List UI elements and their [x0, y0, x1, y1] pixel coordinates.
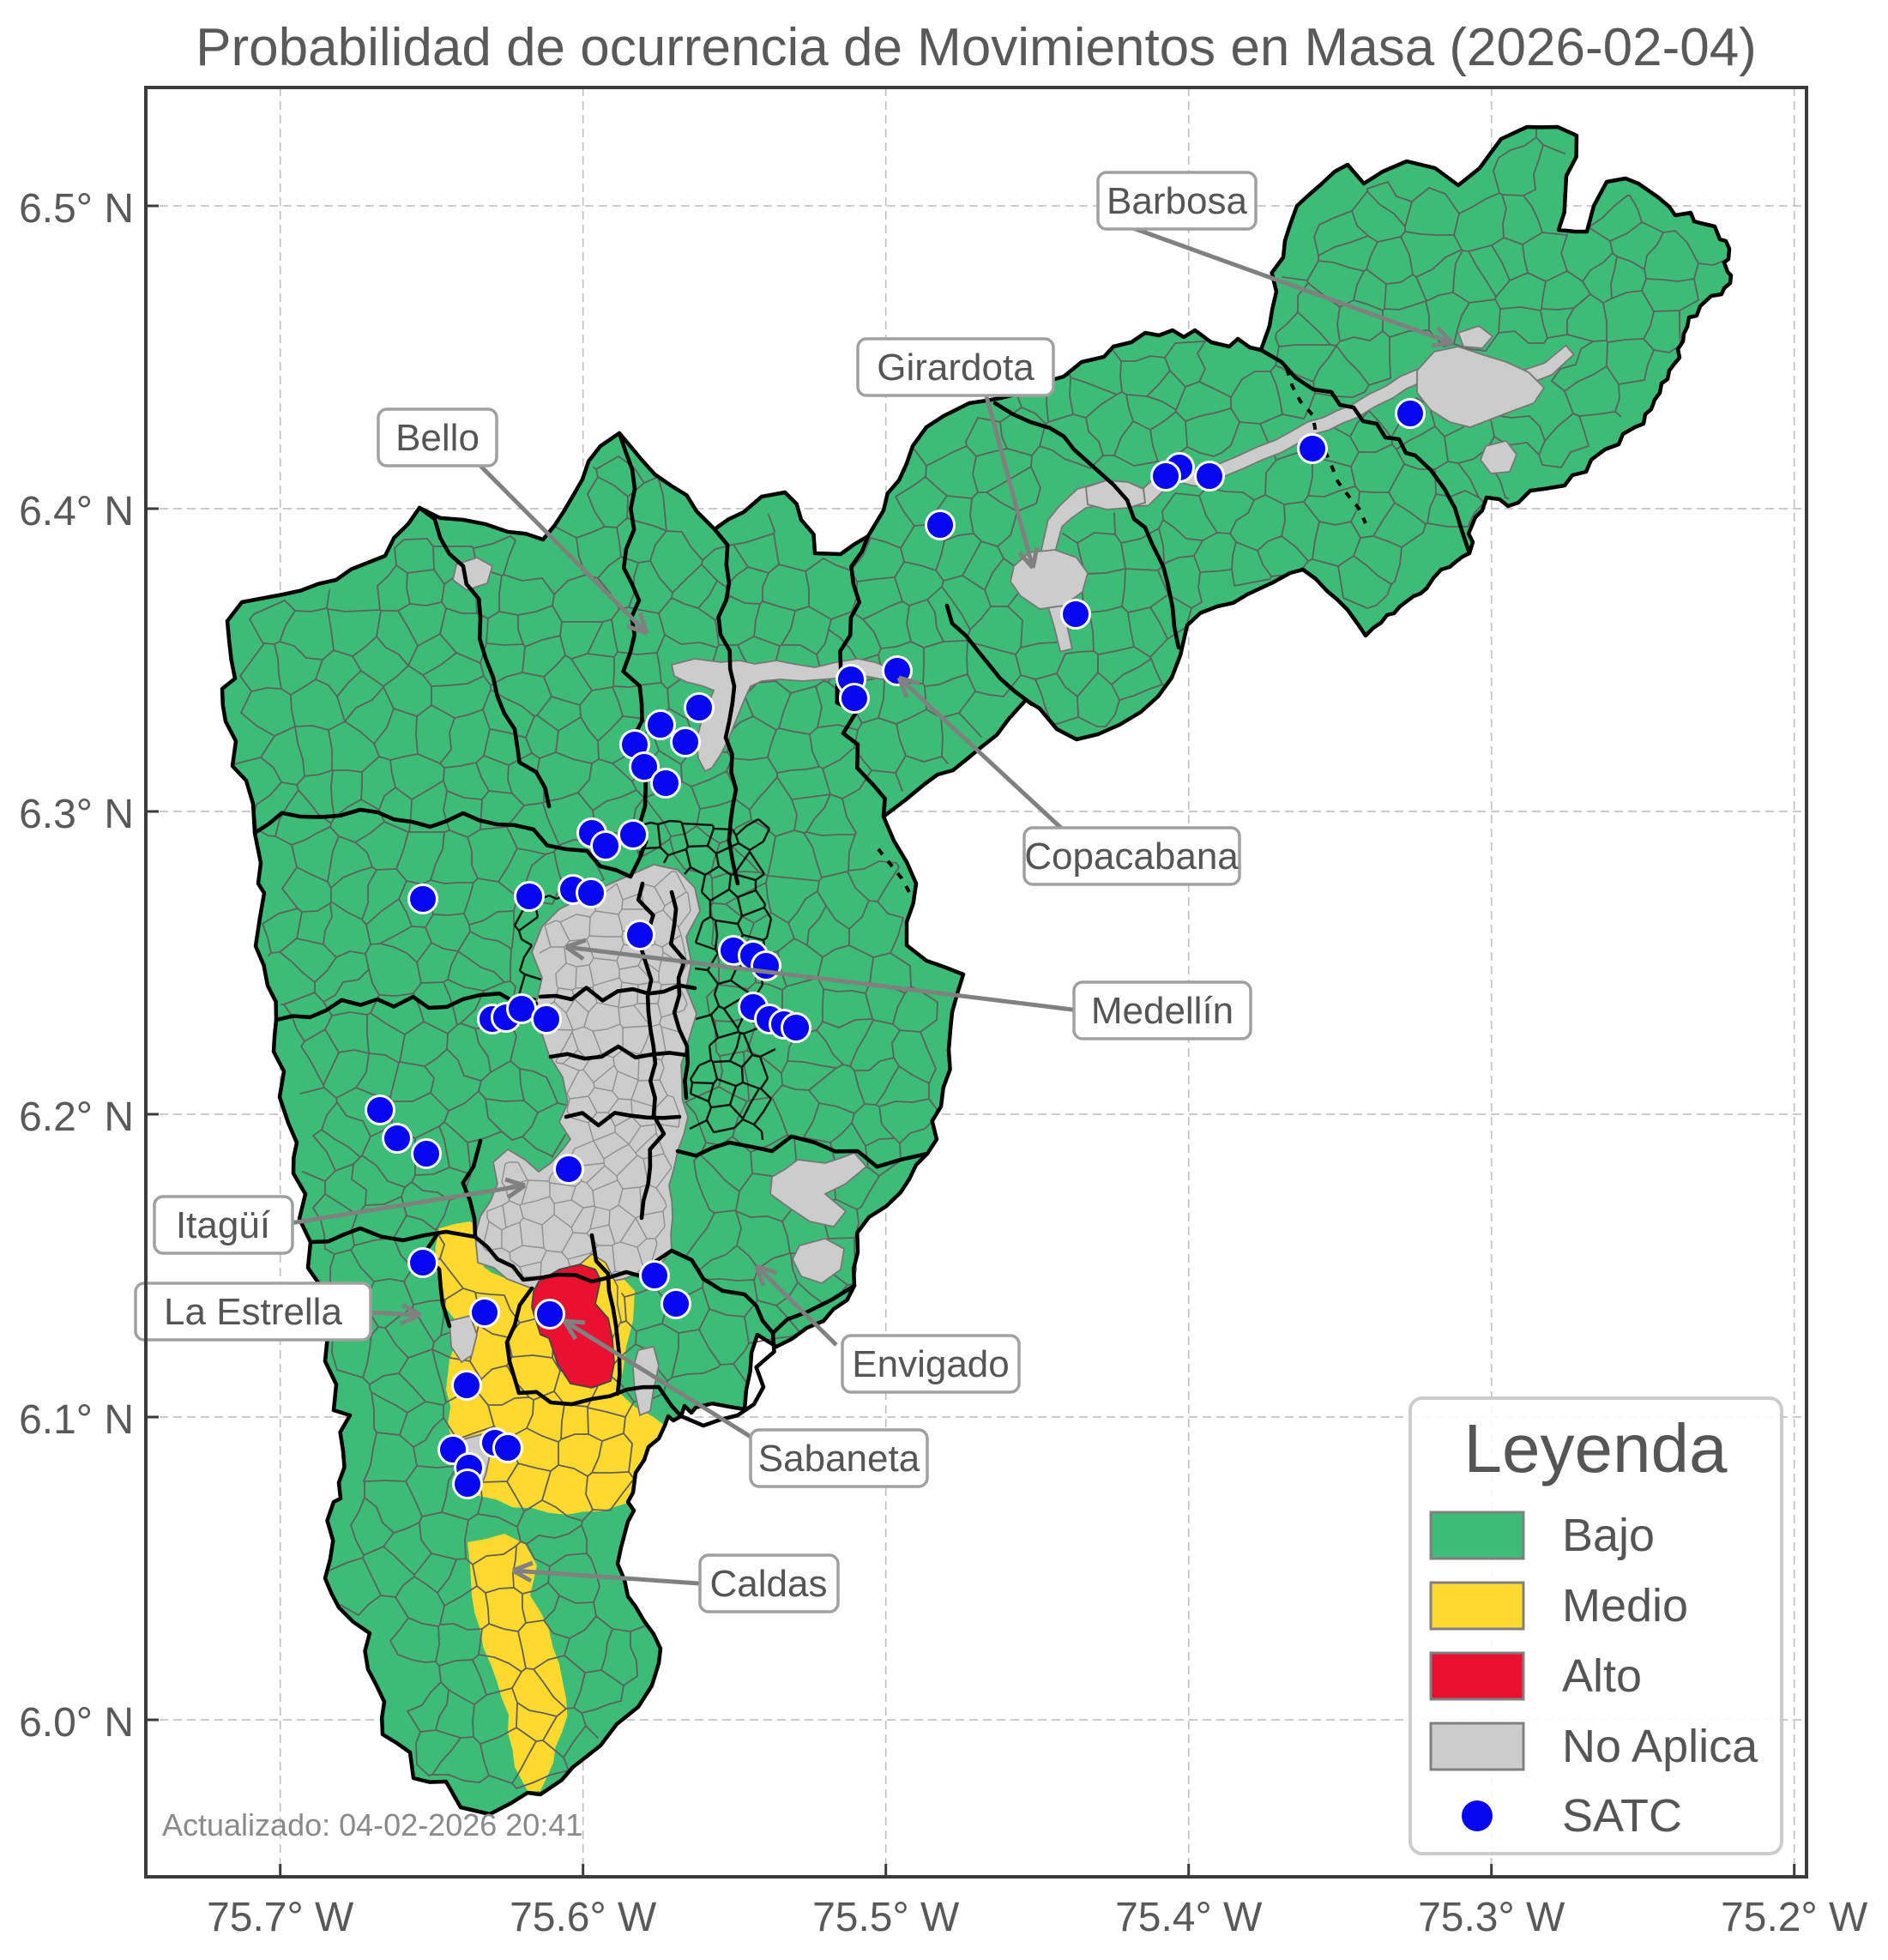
- svg-text:Alto: Alto: [1562, 1650, 1642, 1702]
- svg-text:6.0° N: 6.0° N: [19, 1700, 134, 1746]
- svg-text:Envigado: Envigado: [852, 1343, 1009, 1385]
- svg-text:Caldas: Caldas: [710, 1563, 828, 1605]
- svg-text:75.6° W: 75.6° W: [510, 1895, 657, 1940]
- svg-text:Girardota: Girardota: [877, 347, 1034, 389]
- svg-text:Bello: Bello: [395, 417, 480, 459]
- svg-text:6.3° N: 6.3° N: [19, 792, 134, 837]
- svg-text:75.2° W: 75.2° W: [1721, 1895, 1868, 1940]
- svg-text:75.5° W: 75.5° W: [812, 1895, 960, 1940]
- svg-text:6.1° N: 6.1° N: [19, 1397, 134, 1443]
- svg-text:6.2° N: 6.2° N: [19, 1095, 134, 1140]
- svg-text:Barbosa: Barbosa: [1107, 180, 1247, 222]
- svg-text:Itagüí: Itagüí: [176, 1204, 271, 1246]
- svg-text:Medellín: Medellín: [1091, 990, 1234, 1032]
- svg-text:Sabaneta: Sabaneta: [758, 1438, 920, 1480]
- svg-text:6.4° N: 6.4° N: [19, 489, 134, 534]
- svg-text:6.5° N: 6.5° N: [19, 186, 134, 232]
- svg-text:Leyenda: Leyenda: [1464, 1410, 1728, 1487]
- svg-text:Copacabana: Copacabana: [1024, 835, 1239, 877]
- svg-text:75.3° W: 75.3° W: [1418, 1895, 1565, 1940]
- svg-text:Actualizado: 04-02-2026 20:41: Actualizado: 04-02-2026 20:41: [162, 1807, 582, 1842]
- svg-text:SATC: SATC: [1562, 1790, 1682, 1842]
- svg-text:75.4° W: 75.4° W: [1115, 1895, 1263, 1940]
- svg-text:Medio: Medio: [1562, 1580, 1688, 1631]
- svg-text:Probabilidad de ocurrencia de: Probabilidad de ocurrencia de Movimiento…: [196, 18, 1757, 77]
- svg-text:75.7° W: 75.7° W: [207, 1895, 354, 1940]
- svg-text:No Aplica: No Aplica: [1562, 1721, 1758, 1772]
- svg-text:La Estrella: La Estrella: [164, 1291, 342, 1333]
- svg-text:Bajo: Bajo: [1562, 1510, 1655, 1561]
